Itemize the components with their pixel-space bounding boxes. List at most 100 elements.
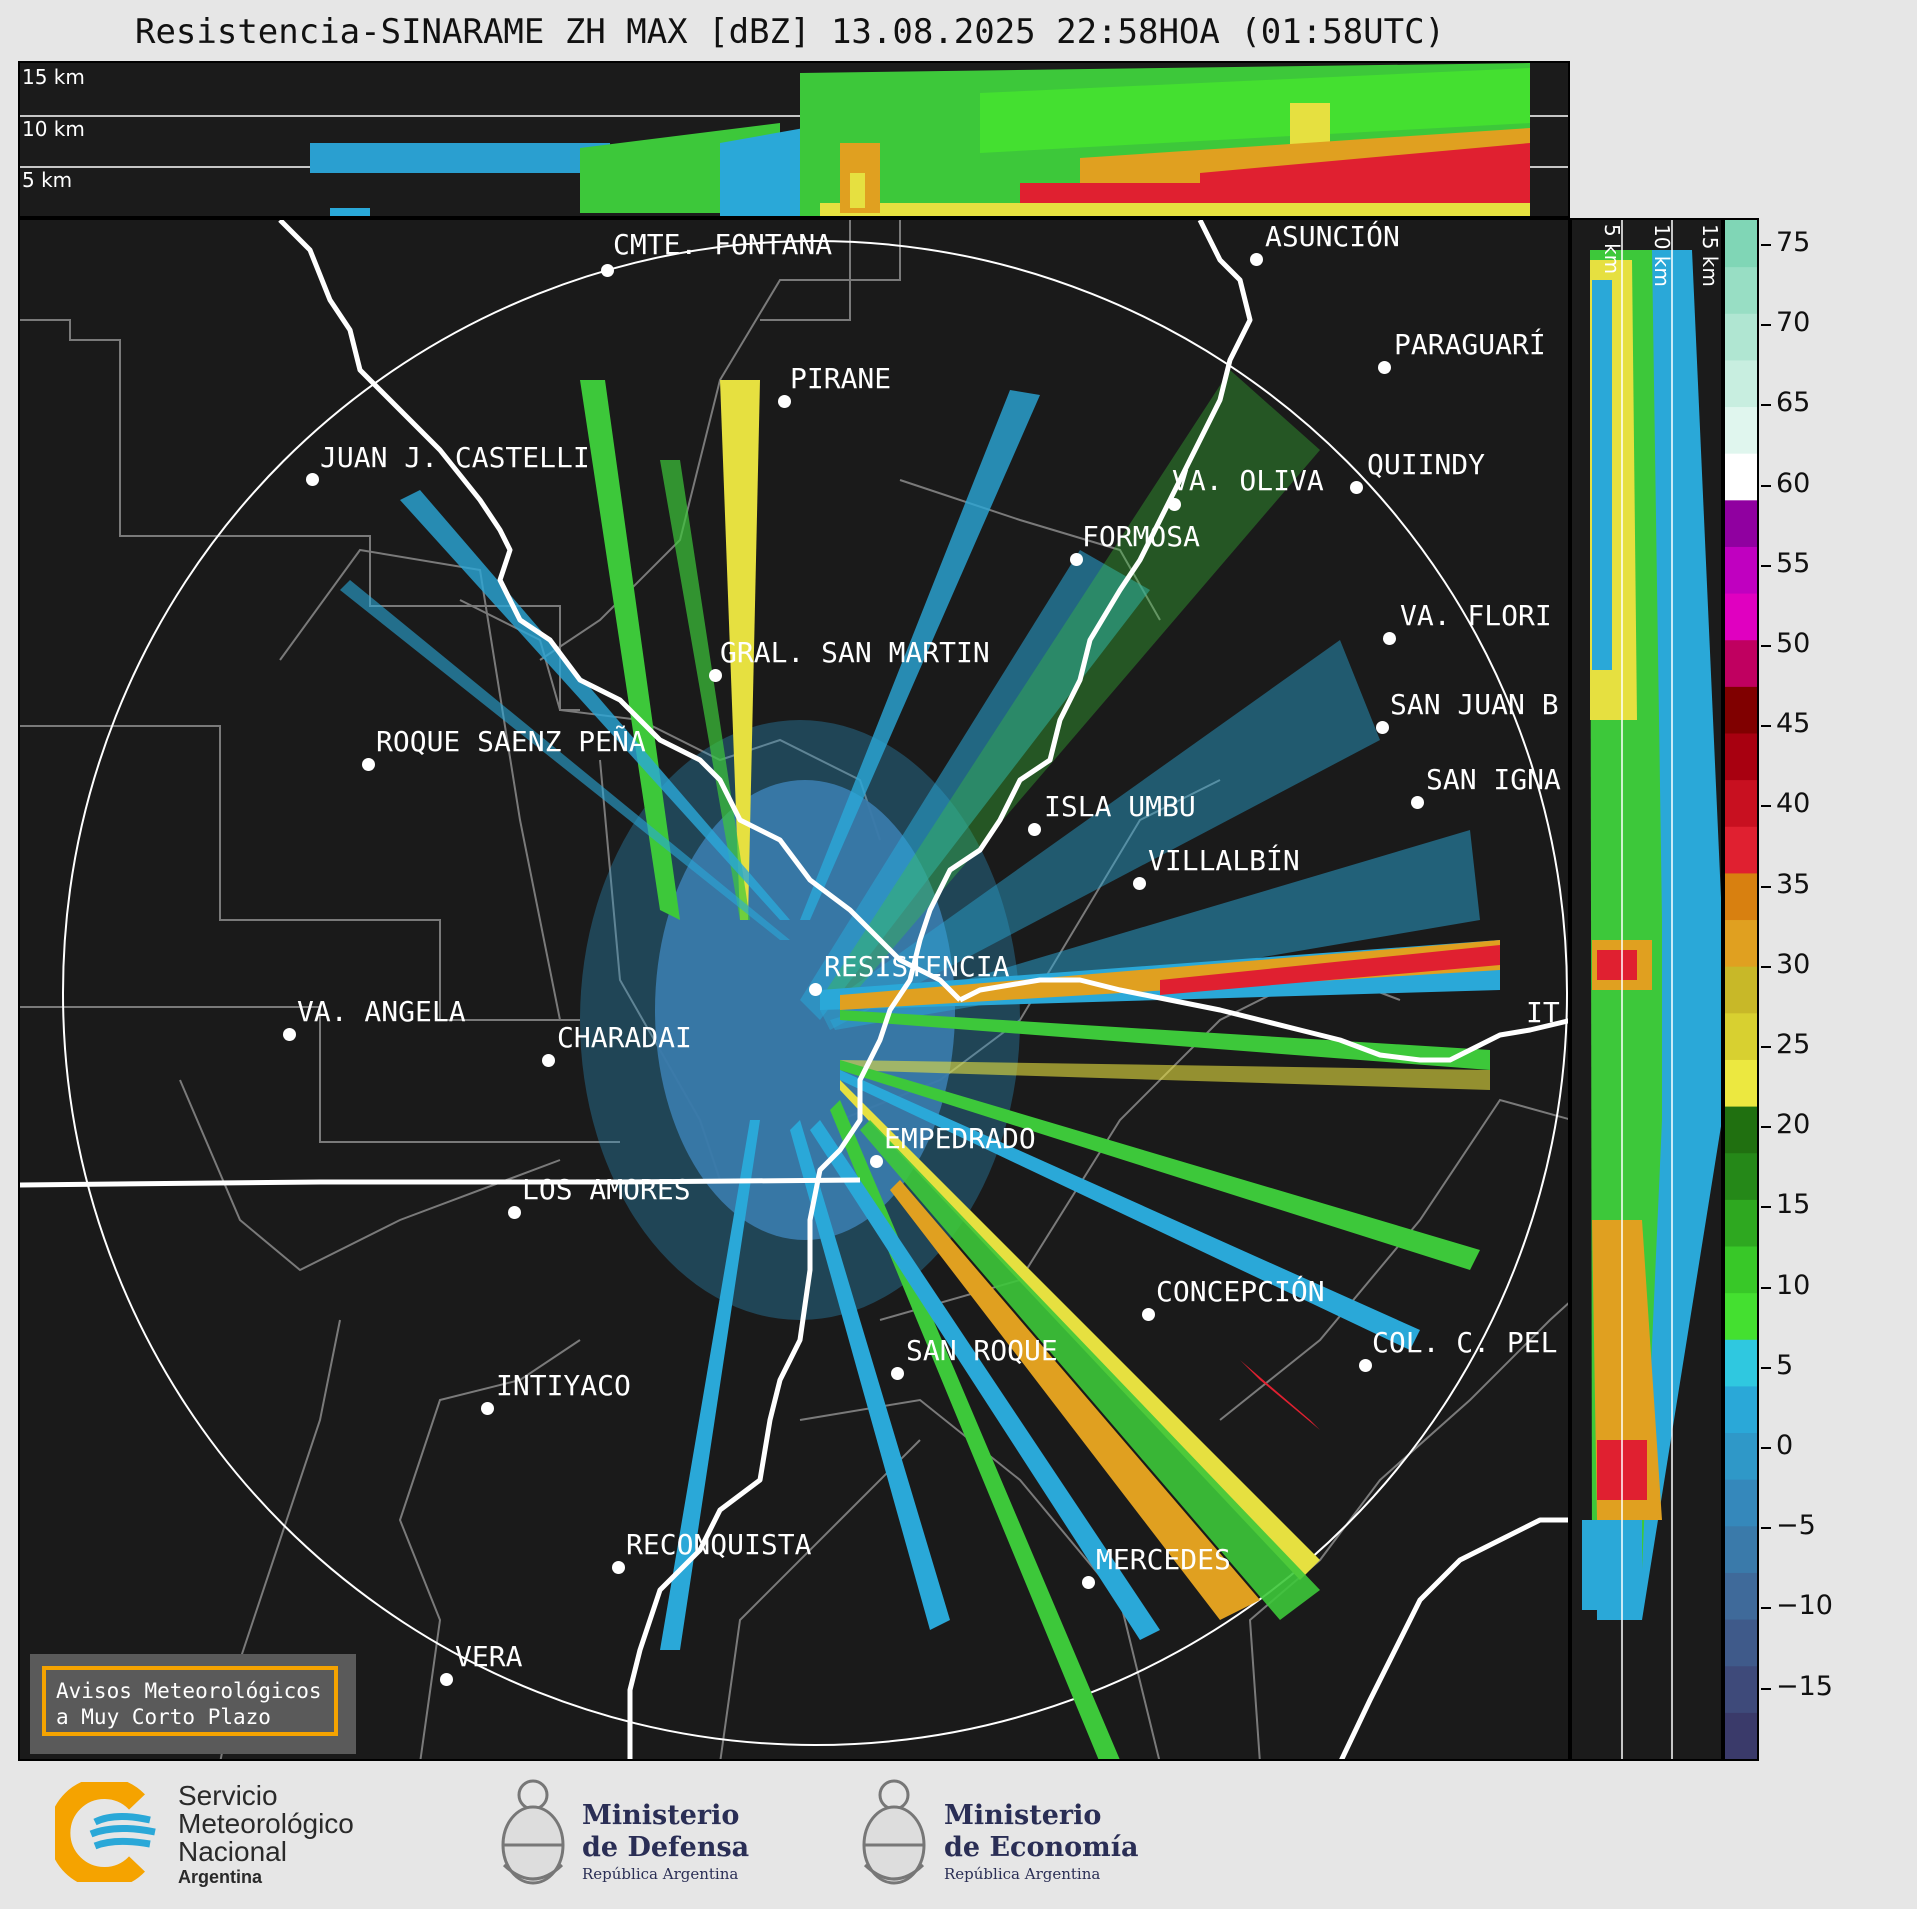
- colorbar-band: [1725, 220, 1757, 268]
- colorbar-band: [1725, 1339, 1757, 1387]
- city-dot: [870, 1155, 883, 1168]
- notice-line-2: a Muy Corto Plazo: [56, 1705, 271, 1729]
- colorbar-tick-label: −15: [1776, 1670, 1833, 1702]
- city-label: SAN JUAN B: [1390, 688, 1559, 721]
- smn-line-4: Argentina: [178, 1867, 263, 1887]
- city-label: PIRANE: [790, 362, 892, 395]
- city-dot: [709, 669, 722, 682]
- vheight-label-5km: 5 km: [1600, 224, 1624, 275]
- economia-line-1: Ministerio: [944, 1800, 1102, 1831]
- colorbar-band: [1725, 593, 1757, 641]
- colorbar-band: [1725, 826, 1757, 874]
- colorbar-band: [1725, 1152, 1757, 1200]
- colorbar-tick: [1761, 244, 1771, 246]
- city-dot: [440, 1673, 453, 1686]
- colorbar-band: [1725, 1712, 1757, 1760]
- colorbar-tick: [1761, 1126, 1771, 1129]
- colorbar-tick-label: 65: [1776, 387, 1811, 419]
- city-label: QUIINDY: [1367, 448, 1486, 481]
- colorbar-band: [1725, 686, 1757, 734]
- city-label: ROQUE SAENZ PEÑA: [376, 725, 646, 758]
- colorbar-band: [1725, 313, 1757, 361]
- city-label: VILLALBÍN: [1148, 844, 1300, 877]
- city-label: SAN IGNA: [1426, 763, 1561, 796]
- city-label: GRAL. SAN MARTIN: [720, 636, 990, 669]
- colorbar-tick-label: 5: [1776, 1349, 1794, 1381]
- city-dot: [1250, 253, 1263, 266]
- colorbar-band: [1725, 872, 1757, 921]
- colorbar-tick-label: 0: [1776, 1430, 1794, 1461]
- city-label: RESISTENCIA: [824, 950, 1010, 983]
- height-label-15km: 15 km: [22, 65, 85, 89]
- city-dot: [508, 1206, 521, 1219]
- economia-line-2: de Economía: [944, 1832, 1139, 1863]
- city-dot: [1359, 1359, 1372, 1372]
- colorbar-tick: [1761, 1366, 1771, 1369]
- colorbar-band: [1725, 453, 1757, 501]
- colorbar-band: [1725, 1525, 1757, 1573]
- colorbar-band: [1725, 266, 1757, 314]
- city-dot: [481, 1402, 494, 1415]
- colorbar-tick-label: 70: [1776, 307, 1811, 339]
- colorbar-tick: [1761, 1447, 1771, 1449]
- colorbar-band: [1725, 1059, 1757, 1107]
- city-label: ISLA UMBU: [1044, 790, 1196, 823]
- colorbar-tick: [1761, 1527, 1771, 1530]
- radar-map-graphics: [20, 220, 1568, 1759]
- city-label: VA. FLORI: [1400, 599, 1552, 632]
- city-label: VERA: [455, 1640, 523, 1673]
- top-height-profile: 15 km 10 km 5 km: [18, 61, 1570, 218]
- colorbar-tick: [1761, 725, 1771, 728]
- colorbar-band: [1725, 1246, 1757, 1294]
- colorbar-band: [1725, 1012, 1757, 1060]
- colorbar-band: [1725, 1199, 1757, 1247]
- city-dot: [1142, 1308, 1155, 1321]
- colorbar-band: [1725, 966, 1757, 1014]
- city-dot: [283, 1028, 296, 1041]
- colorbar-tick-label: −10: [1776, 1590, 1833, 1622]
- city-label: PARAGUARÍ: [1394, 328, 1546, 361]
- city-dot: [1070, 553, 1083, 566]
- economia-logo-text: Ministerio de Economía República Argenti…: [944, 1800, 1138, 1884]
- city-dot: [1383, 632, 1396, 645]
- colorbar-band: [1725, 1292, 1757, 1340]
- colorbar-band: [1725, 1106, 1757, 1154]
- notice-line-1: Avisos Meteorológicos: [56, 1679, 322, 1703]
- colorbar-gradient: [1725, 220, 1757, 1760]
- vheight-label-10km: 10 km: [1650, 224, 1674, 287]
- smn-line-2: Meteorológico: [178, 1808, 354, 1839]
- top-profile-echoes: [20, 63, 1568, 216]
- smn-logo-text: Servicio Meteorológico Nacional Argentin…: [178, 1782, 354, 1888]
- colorbar-tick-label: 25: [1776, 1029, 1811, 1060]
- city-label: INTIYACO: [496, 1369, 631, 1402]
- city-label: EMPEDRADO: [884, 1122, 1036, 1155]
- city-dot: [1133, 877, 1146, 890]
- city-dot: [1378, 361, 1391, 374]
- colorbar-tick-label: 55: [1776, 547, 1811, 579]
- colorbar-tick: [1761, 885, 1771, 888]
- colorbar-tick: [1761, 965, 1771, 968]
- colorbar-tick-label: 20: [1776, 1109, 1811, 1141]
- colorbar-band: [1725, 919, 1757, 967]
- colorbar-band: [1725, 779, 1757, 827]
- defensa-logo-text: Ministerio de Defensa República Argentin…: [582, 1800, 749, 1884]
- city-dot: [601, 264, 614, 277]
- city-label: LOS AMORES: [522, 1173, 691, 1206]
- colorbar-band: [1725, 1619, 1757, 1667]
- city-label: COL. C. PEL: [1372, 1326, 1558, 1359]
- city-dot: [612, 1561, 625, 1574]
- escudo-icon: [862, 1779, 926, 1885]
- city-dot: [362, 758, 375, 771]
- colorbar-tick: [1761, 1206, 1771, 1209]
- colorbar-tick: [1761, 1046, 1771, 1048]
- colorbar-tick: [1761, 564, 1771, 567]
- city-label: VA. ANGELA: [297, 995, 466, 1028]
- colorbar-band: [1725, 733, 1757, 781]
- defensa-line-3: República Argentina: [582, 1865, 739, 1883]
- city-dot: [1350, 481, 1363, 494]
- chart-title: Resistencia-SINARAME ZH MAX [dBZ] 13.08.…: [134, 12, 1446, 52]
- city-dot: [1028, 823, 1041, 836]
- colorbar-band: [1725, 1479, 1757, 1527]
- colorbar-band: [1725, 359, 1757, 408]
- colorbar-band: [1725, 546, 1757, 594]
